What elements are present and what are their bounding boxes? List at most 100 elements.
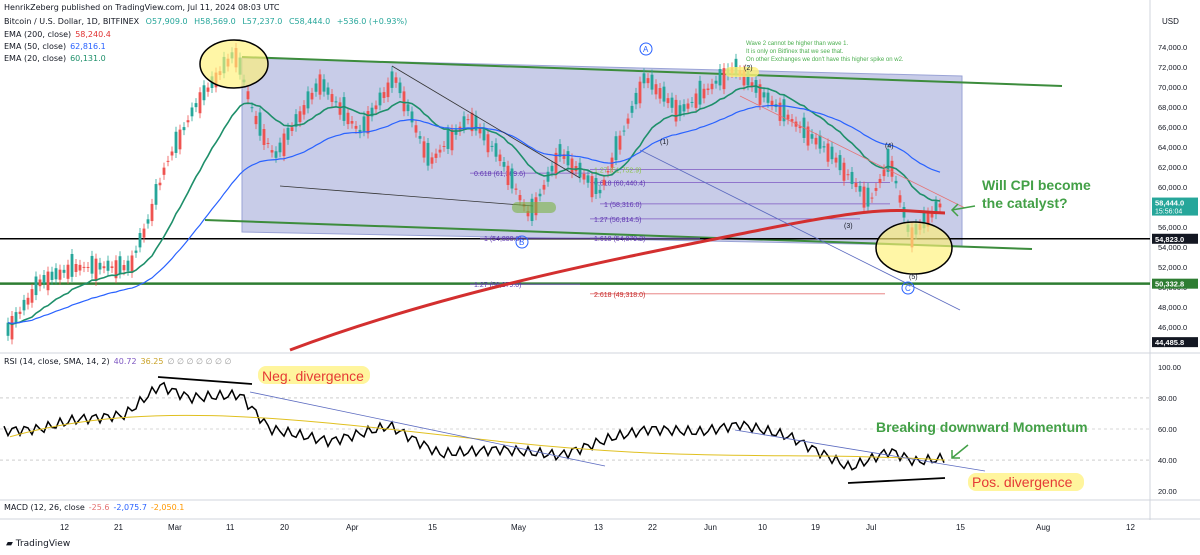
price-tick-label: 48,000.0 <box>1158 303 1187 312</box>
candle-body <box>882 169 886 177</box>
wave-label: (3) <box>844 223 853 230</box>
macd-header[interactable]: MACD (12, 26, close -25.6 -2,075.7 -2,050.1 <box>4 503 185 512</box>
candle-body <box>62 269 66 273</box>
x-tick-label: 22 <box>648 523 657 532</box>
candle-body <box>154 184 158 205</box>
candle-body <box>670 97 674 108</box>
abc-circle <box>639 42 653 56</box>
candle-body <box>562 154 566 159</box>
indicator-ema50[interactable]: EMA (50, close) 62,816.1 <box>4 42 106 51</box>
abc-label: A <box>643 45 649 54</box>
candle-body <box>318 74 322 95</box>
candle-body <box>170 151 174 156</box>
price-tag-label: 58,444.0 <box>1155 199 1184 208</box>
candle-body <box>22 299 26 311</box>
rsi-tick-label: 40.00 <box>1158 456 1177 465</box>
candle-body <box>98 262 102 270</box>
wave-note-text: On other Exchanges we don't have this hi… <box>746 57 904 63</box>
candle-body <box>826 143 830 162</box>
candle-body <box>646 78 650 84</box>
candle-body <box>290 127 294 132</box>
candle-body <box>122 265 126 271</box>
candle-body <box>746 71 750 86</box>
ema-50-line <box>7 104 941 324</box>
candle-body <box>90 255 94 274</box>
trendline <box>391 65 581 179</box>
price-tag <box>1152 197 1198 216</box>
candle-body <box>870 197 874 199</box>
candle-body <box>194 103 198 108</box>
candle-body <box>682 104 686 112</box>
symbol-name[interactable]: Bitcoin / U.S. Dollar, 1D, BITFINEX <box>4 17 140 26</box>
candle-body <box>278 142 282 153</box>
candle-body <box>658 88 662 99</box>
rsi-line <box>3 381 945 471</box>
price-tag <box>1152 337 1198 348</box>
candle-body <box>614 136 618 161</box>
candle-body <box>406 104 410 112</box>
symbol-low: L57,237.0 <box>242 17 283 26</box>
candle-body <box>118 256 122 274</box>
candle-body <box>702 88 706 99</box>
rsi-header[interactable]: RSI (14, close, SMA, 14, 2) 40.72 36.25 ∅ ∅… <box>4 357 232 366</box>
candle-body <box>186 120 190 123</box>
candle-body <box>114 260 118 279</box>
indicator-ema200[interactable]: EMA (200, close) 58,240.4 <box>4 30 111 39</box>
candle-body <box>394 77 398 83</box>
currency-label: USD <box>1162 17 1179 26</box>
rsi-tick-label: 20.00 <box>1158 487 1177 496</box>
candle-body <box>886 149 890 172</box>
wave-label: (1) <box>660 139 669 146</box>
price-tick-label: 60,000.0 <box>1158 183 1187 192</box>
candle-body <box>858 185 862 192</box>
candle-body <box>258 112 262 136</box>
candle-body <box>674 99 678 122</box>
candle-body <box>34 276 38 296</box>
candle-body <box>270 150 274 153</box>
candle-body <box>894 180 898 184</box>
abc-circle <box>515 235 529 249</box>
wave-note-text: It is only on Bitfinex that we see that. <box>746 49 844 55</box>
candle-body <box>838 155 842 171</box>
candle-body <box>310 92 314 100</box>
candle-body <box>362 116 366 132</box>
candle-body <box>26 297 30 305</box>
candle-body <box>714 80 718 84</box>
candle-body <box>514 188 518 190</box>
x-tick-label: 12 <box>1126 523 1135 532</box>
candle-body <box>810 134 814 139</box>
candle-body <box>262 129 266 145</box>
candle-body <box>618 135 622 150</box>
candle-body <box>846 174 850 176</box>
candle-body <box>518 195 522 201</box>
candle-body <box>578 162 582 178</box>
fib-level-label: 1 (58,316.0) <box>604 202 642 209</box>
x-tick-label: Jul <box>866 523 876 532</box>
candle-body <box>198 92 202 114</box>
candle-body <box>926 212 930 227</box>
candle-body <box>790 119 794 122</box>
candle-body <box>134 250 138 253</box>
candle-body <box>174 131 178 153</box>
candle-body <box>486 134 490 153</box>
candle-body <box>902 206 906 218</box>
abc-label: C <box>905 284 911 293</box>
candle-body <box>374 105 378 110</box>
price-tag <box>1152 233 1198 244</box>
candle-body <box>814 137 818 145</box>
candle-body <box>506 165 510 186</box>
price-tick-label: 74,000.0 <box>1158 43 1187 52</box>
candle-body <box>502 161 506 167</box>
candle-body <box>710 83 714 90</box>
tradingview-logo[interactable]: ▰ TradingView <box>6 539 71 549</box>
symbol-close: C58,444.0 <box>288 17 331 26</box>
indicator-ema20[interactable]: EMA (20, close) 60,131.0 <box>4 54 106 63</box>
candle-body <box>526 211 530 217</box>
candle-body <box>850 171 854 185</box>
candle-body <box>434 153 438 158</box>
pos-divergence-label: Pos. divergence <box>972 474 1073 490</box>
candle-body <box>206 87 210 92</box>
candle-body <box>558 144 562 157</box>
candle-body <box>46 271 50 291</box>
candle-body <box>686 103 690 109</box>
